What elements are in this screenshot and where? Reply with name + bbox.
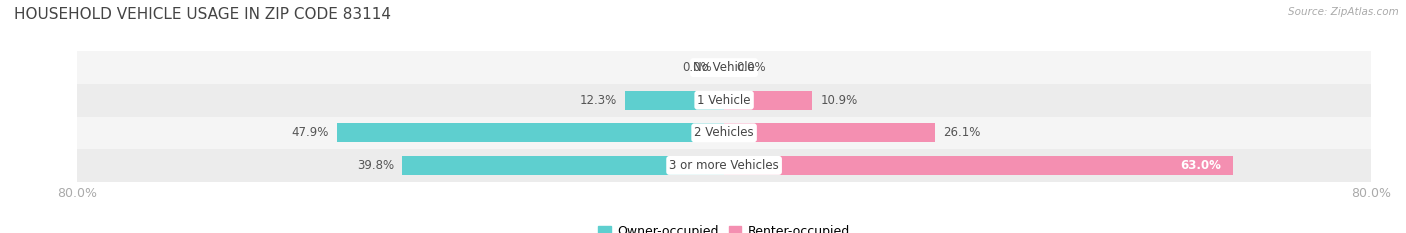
Bar <box>337 123 724 142</box>
Bar <box>77 116 1371 149</box>
Text: No Vehicle: No Vehicle <box>693 61 755 74</box>
Text: 47.9%: 47.9% <box>291 126 329 139</box>
Text: 3 or more Vehicles: 3 or more Vehicles <box>669 159 779 172</box>
Text: 63.0%: 63.0% <box>1181 159 1222 172</box>
Text: 0.0%: 0.0% <box>682 61 711 74</box>
Bar <box>77 84 1371 116</box>
Text: 1 Vehicle: 1 Vehicle <box>697 94 751 107</box>
Bar <box>77 149 1371 182</box>
Text: 26.1%: 26.1% <box>943 126 980 139</box>
Bar <box>624 91 724 110</box>
Bar <box>724 91 813 110</box>
Text: 39.8%: 39.8% <box>357 159 394 172</box>
Text: 2 Vehicles: 2 Vehicles <box>695 126 754 139</box>
Text: 10.9%: 10.9% <box>820 94 858 107</box>
Text: HOUSEHOLD VEHICLE USAGE IN ZIP CODE 83114: HOUSEHOLD VEHICLE USAGE IN ZIP CODE 8311… <box>14 7 391 22</box>
Bar <box>402 156 724 175</box>
Legend: Owner-occupied, Renter-occupied: Owner-occupied, Renter-occupied <box>593 220 855 233</box>
Text: 12.3%: 12.3% <box>579 94 617 107</box>
Bar <box>724 123 935 142</box>
Bar <box>77 51 1371 84</box>
Text: Source: ZipAtlas.com: Source: ZipAtlas.com <box>1288 7 1399 17</box>
Bar <box>724 156 1233 175</box>
Text: 0.0%: 0.0% <box>737 61 766 74</box>
